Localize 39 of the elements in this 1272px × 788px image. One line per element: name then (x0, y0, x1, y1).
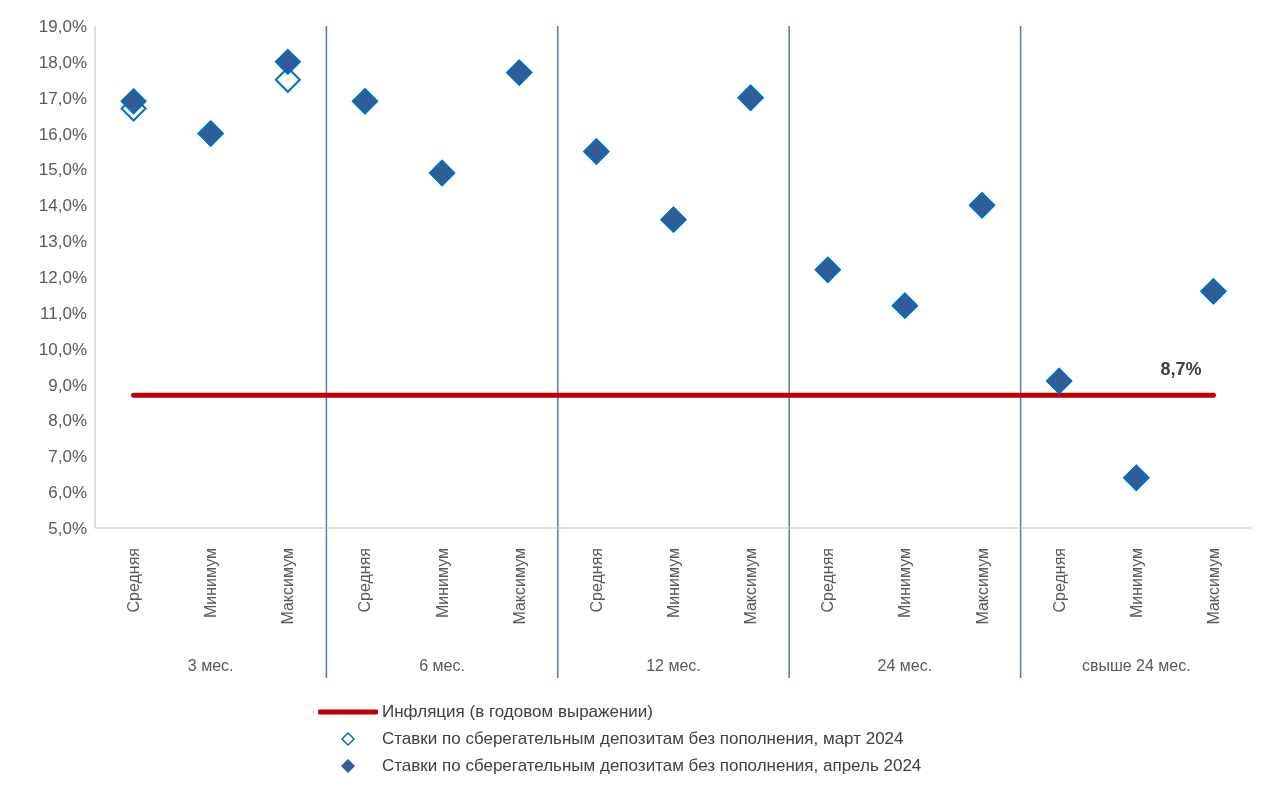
legend-label: Инфляция (в годовом выражении) (382, 701, 653, 722)
y-tick-label: 12,0% (38, 268, 87, 288)
y-tick-label: 6,0% (48, 483, 87, 503)
legend-label: Ставки по сберегательным депозитам без пополнения, март 2024 (382, 728, 904, 749)
y-tick-label: 18,0% (38, 52, 87, 72)
x-tick-label: Средняя (125, 548, 143, 613)
x-tick-label: Средняя (819, 548, 837, 613)
x-tick-label: Средняя (587, 548, 605, 613)
x-tick-label: Максимум (973, 548, 991, 625)
x-tick-label: Минимум (896, 548, 914, 619)
x-tick-label: Минимум (665, 548, 682, 619)
y-tick-label: 15,0% (38, 160, 87, 180)
x-tick-label: Минимум (202, 548, 220, 619)
x-tick-label: Минимум (433, 548, 451, 619)
y-tick-label: 14,0% (38, 196, 87, 216)
data-label: 8,7% (1160, 359, 1202, 380)
text: 12 мес. (646, 657, 701, 674)
y-tick-label: 5,0% (48, 519, 87, 539)
text: 3 мес. (187, 657, 234, 674)
x-tick-label: Максимум (510, 548, 528, 625)
text: свыше 24 мес. (1081, 657, 1191, 674)
x-tick-label: Средняя (356, 548, 374, 613)
y-tick-label: 10,0% (38, 339, 87, 359)
y-tick-label: 13,0% (38, 232, 87, 252)
x-tick-label: Максимум (1204, 548, 1222, 625)
text: 6 мес. (419, 657, 465, 674)
y-tick-label: 7,0% (48, 447, 87, 467)
y-tick-label: 9,0% (48, 375, 87, 395)
y-tick-label: 8,0% (48, 411, 87, 431)
y-tick-label: 16,0% (38, 124, 87, 144)
x-tick-label: Максимум (279, 548, 297, 625)
y-tick-label: 11,0% (40, 303, 87, 323)
text: 24 мес. (877, 657, 933, 674)
x-tick-label: Минимум (1127, 548, 1145, 619)
legend-label: Ставки по сберегательным депозитам без пополнения, апрель 2024 (382, 755, 922, 776)
y-tick-label: 17,0% (38, 88, 87, 108)
x-tick-label: Средняя (1050, 548, 1068, 613)
x-tick-label: Максимум (742, 548, 760, 625)
y-tick-label: 19,0% (38, 17, 87, 37)
